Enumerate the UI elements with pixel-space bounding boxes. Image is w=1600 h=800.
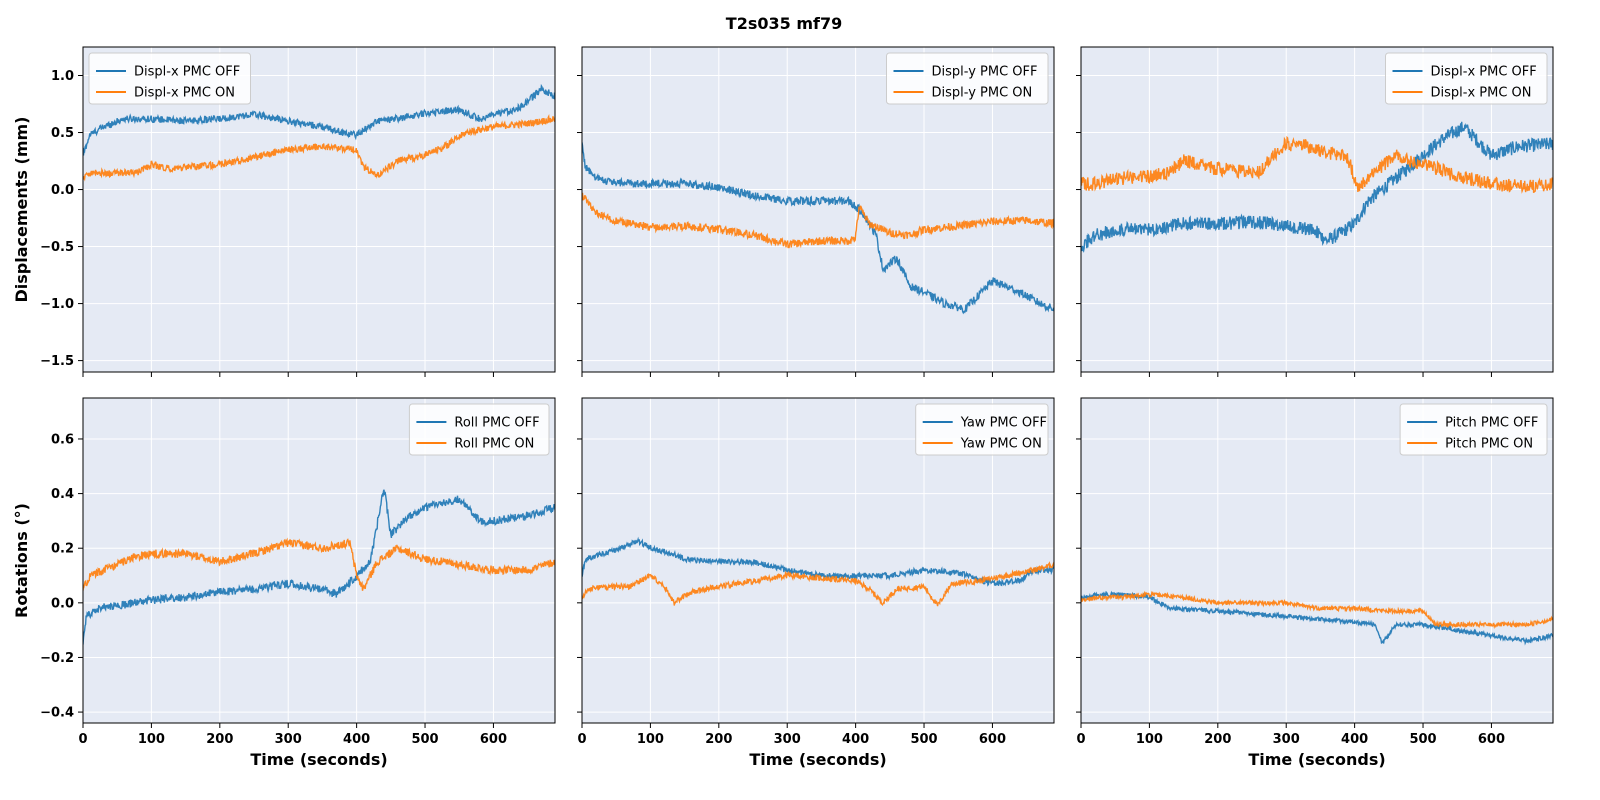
subplot-3: Displ-x PMC OFF Displ-x PMC ON [1076, 46, 1554, 377]
legend: Displ-y PMC OFF Displ-y PMC ON [886, 52, 1049, 105]
x-tick-label: 600 [480, 732, 507, 747]
x-tick-label: 100 [637, 732, 664, 747]
series-line-pmc-off [83, 489, 555, 645]
subplot-6: 0 100 200 300 400 500 600 Time (seconds) Pitch P… [1076, 397, 1554, 769]
x-tick-label: 500 [1409, 732, 1436, 747]
y-tick-label: 0.4 [51, 487, 74, 502]
x-tick-label: 400 [1341, 732, 1368, 747]
x-tick-label: 600 [979, 732, 1006, 747]
legend: Pitch PMC OFF Pitch PMC ON [1399, 403, 1548, 456]
series-lines [1081, 590, 1553, 646]
legend-label: Pitch PMC ON [1445, 437, 1533, 452]
x-tick-label: 600 [1478, 732, 1505, 747]
subplot-grid: −1.5 −1.0 −0.5 0.0 0.5 1.0 Displacements (mm) D… [12, 46, 1554, 769]
series-line-pmc-on [83, 537, 555, 591]
y-tick-label: −1.0 [40, 297, 74, 312]
legend-box [1385, 52, 1548, 105]
legend-label: Displ-y PMC OFF [932, 65, 1038, 80]
subplot-4: 0 100 200 300 400 500 600 −0.4 −0.2 0.0 0.2 0.4 0.6 T… [12, 397, 556, 769]
legend: Displ-x PMC OFF Displ-x PMC ON [1385, 52, 1548, 105]
x-tick-label: 500 [411, 732, 438, 747]
legend: Yaw PMC OFF Yaw PMC ON [915, 403, 1049, 456]
series-line-pmc-on [1081, 590, 1553, 630]
legend-label: Roll PMC ON [454, 437, 534, 452]
x-tick-label: 400 [842, 732, 869, 747]
axes-frame [82, 397, 556, 724]
x-axis-label: Time (seconds) [1248, 750, 1385, 769]
y-tick-label: −0.2 [40, 651, 74, 666]
x-tick-label: 0 [577, 732, 586, 747]
legend-label: Yaw PMC OFF [960, 416, 1047, 431]
x-tick-label: 300 [1273, 732, 1300, 747]
y-tick-label: 0.0 [51, 183, 74, 198]
legend-label: Displ-x PMC ON [134, 86, 235, 101]
legend-label: Roll PMC OFF [454, 416, 539, 431]
y-tick-label: 0.6 [51, 432, 74, 447]
legend-box [88, 52, 251, 105]
series-line-pmc-off [582, 142, 1054, 315]
axes-frame [1080, 46, 1554, 373]
legend-label: Displ-y PMC ON [932, 86, 1033, 101]
x-tick-label: 500 [910, 732, 937, 747]
subplot-5: 0 100 200 300 400 500 600 Time (seconds) Yaw PMC… [577, 397, 1055, 769]
x-tick-label: 200 [206, 732, 233, 747]
axes-frame [1080, 397, 1554, 724]
x-tick-label: 200 [1204, 732, 1231, 747]
series-line-pmc-off [83, 83, 555, 156]
x-tick-label: 200 [705, 732, 732, 747]
x-axis-label: Time (seconds) [749, 750, 886, 769]
y-axis-label: Rotations (°) [12, 503, 31, 618]
legend: Displ-x PMC OFF Displ-x PMC ON [88, 52, 251, 105]
x-tick-label: 0 [1076, 732, 1085, 747]
series-line-pmc-on [582, 192, 1054, 249]
subplot-1: −1.5 −1.0 −0.5 0.0 0.5 1.0 Displacements (mm) D… [12, 46, 556, 377]
axes-frame [581, 397, 1055, 724]
series-line-pmc-off [1081, 590, 1553, 646]
axes-frame [82, 46, 556, 373]
series-lines [83, 83, 555, 182]
series-lines [582, 142, 1054, 315]
legend-label: Displ-x PMC ON [1431, 86, 1532, 101]
y-tick-label: −0.4 [40, 706, 74, 721]
legend-label: Yaw PMC ON [960, 437, 1042, 452]
y-tick-label: −1.5 [40, 354, 74, 369]
y-axis-label: Displacements (mm) [12, 117, 31, 303]
x-axis-label: Time (seconds) [250, 750, 387, 769]
legend-label: Displ-x PMC OFF [1431, 65, 1537, 80]
series-lines [582, 536, 1054, 607]
x-tick-label: 400 [343, 732, 370, 747]
axes-frame [581, 46, 1055, 373]
series-line-pmc-on [83, 113, 555, 182]
x-tick-label: 300 [774, 732, 801, 747]
legend-box [886, 52, 1049, 105]
series-lines [83, 489, 555, 645]
y-tick-label: −0.5 [40, 240, 74, 255]
figure-title: T2s035 mf79 [726, 14, 842, 33]
series-lines [1081, 121, 1553, 253]
y-tick-label: 0.2 [51, 542, 74, 557]
y-tick-label: 1.0 [51, 69, 74, 84]
series-line-pmc-off [1081, 121, 1553, 253]
legend-label: Displ-x PMC OFF [134, 65, 240, 80]
x-tick-label: 100 [1136, 732, 1163, 747]
series-line-pmc-on [1081, 135, 1553, 194]
y-tick-label: 0.0 [51, 596, 74, 611]
x-tick-label: 300 [275, 732, 302, 747]
x-tick-label: 100 [138, 732, 165, 747]
series-line-pmc-on [582, 560, 1054, 607]
subplot-2: Displ-y PMC OFF Displ-y PMC ON [577, 46, 1055, 377]
x-tick-label: 0 [78, 732, 87, 747]
legend: Roll PMC OFF Roll PMC ON [408, 403, 550, 456]
legend-label: Pitch PMC OFF [1445, 416, 1538, 431]
y-tick-label: 0.5 [51, 126, 74, 141]
